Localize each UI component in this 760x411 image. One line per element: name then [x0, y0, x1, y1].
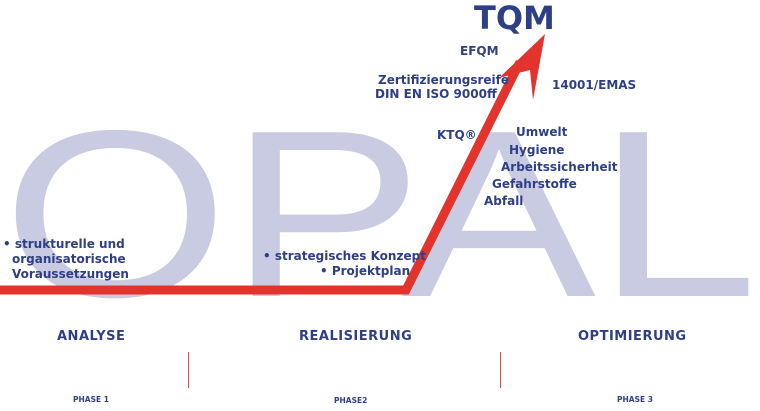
label-arbeitssicherheit: Arbeitssicherheit: [501, 160, 618, 174]
label-din-iso: DIN EN ISO 9000ff: [375, 87, 497, 101]
phase-analyse-title: ANALYSE: [57, 329, 126, 344]
label-gefahrstoffe: Gefahrstoffe: [492, 177, 577, 191]
progress-arrow-line: [0, 59, 525, 295]
phase-1-label: PHASE 1: [73, 395, 109, 404]
phase-2-label: PHASE2: [334, 396, 368, 405]
phase-optimierung-title: OPTIMIERUNG: [578, 329, 687, 344]
phase-divider: [188, 352, 189, 388]
label-efqm: EFQM: [460, 44, 499, 58]
opal-background-word: OPAL: [2, 82, 758, 347]
arrow-head-icon: [499, 34, 545, 100]
label-voraussetzungen: Voraussetzungen: [12, 267, 129, 281]
label-hygiene: Hygiene: [509, 143, 565, 157]
phase-3-label: PHASE 3: [617, 395, 653, 404]
phase-realisierung-title: REALISIERUNG: [299, 329, 413, 344]
phase-divider: [500, 352, 501, 388]
label-zertifizierungsreife: Zertifizierungsreife: [378, 73, 510, 87]
label-ktq: KTQ®: [437, 128, 477, 142]
label-strategisches-konzept: • strategisches Konzept: [263, 249, 426, 263]
label-strukturelle: • strukturelle und: [3, 237, 125, 251]
tqm-goal: TQM: [474, 0, 555, 37]
label-projektplan: • Projektplan: [320, 264, 411, 278]
label-umwelt: Umwelt: [516, 125, 568, 139]
label-emas: 14001/EMAS: [552, 78, 637, 92]
label-abfall: Abfall: [484, 194, 524, 208]
label-organisatorische: organisatorische: [12, 252, 126, 266]
